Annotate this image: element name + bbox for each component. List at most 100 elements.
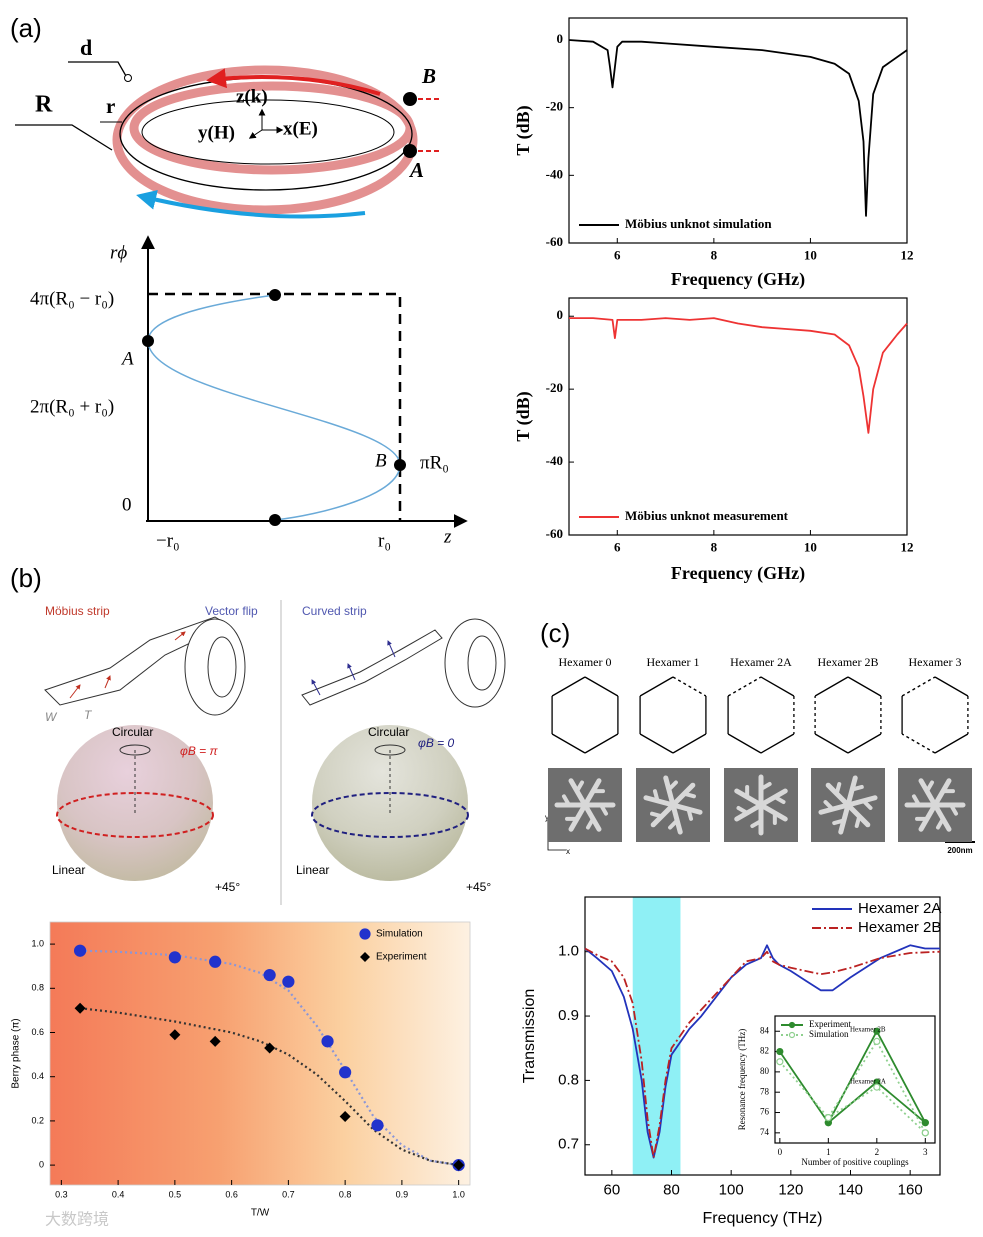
marker [921,1119,929,1127]
vector [69,684,81,699]
equator [56,792,214,838]
marker [873,1083,881,1091]
label: φB = 0 [418,736,455,750]
hexamer-title: Hexamer 0 [559,655,612,669]
branch [832,818,846,826]
x-tick-label: 0.7 [282,1189,295,1199]
x-tick-label: 8 [711,248,718,263]
x-tick-label: 60 [604,1181,621,1198]
watermark: 大数跨境 [45,1210,109,1229]
label: Möbius strip [45,604,110,618]
label: φB = π [180,744,219,758]
label: +45° [215,880,240,894]
hexagon-side [847,733,882,754]
y-tick-label: -20 [546,99,563,114]
legend-label: Experiment [809,1019,851,1029]
highlight-band [632,897,681,1175]
sphere [57,725,213,881]
hexagon-side [639,676,674,697]
y-tick-label: 0.9 [558,1007,579,1024]
y-axis-label: T (dB) [513,105,534,155]
label: rϕ [110,242,127,263]
label: r₀ [378,530,391,551]
series-line [584,947,941,1159]
hexamer-title: Hexamer 2A [730,655,792,669]
hexagon-side [551,676,586,697]
legend-label: Möbius unknot simulation [625,216,772,231]
branch [823,800,835,812]
axis-arrow [248,129,263,139]
ring [129,81,415,175]
ring [207,636,237,698]
branch [925,780,934,794]
y-tick-label: 0 [39,1159,44,1169]
x-tick-label: 6 [614,540,621,555]
panel-label: (b) [10,563,42,593]
marker [339,1066,352,1079]
plot-background [569,298,907,535]
axis-label: x [566,847,570,856]
label: y(H) [198,122,235,143]
y-tick-label: 74 [760,1127,770,1137]
arrow [206,68,381,96]
label: 4π(R₀ − r₀) [30,288,114,309]
hexagon-side [901,676,936,697]
hexagon-side [672,676,707,697]
legend-label: Hexamer 2A [858,900,941,917]
label: W [45,710,58,724]
x-tick-label: 0.4 [112,1189,125,1199]
hexagon-side [847,676,882,697]
hexamer-title: Hexamer 2B [818,655,879,669]
hexagon-side [934,676,969,697]
y-tick-label: -60 [546,234,563,249]
marker [339,1110,351,1122]
series-line [584,944,940,1159]
hexagon-side [639,733,674,754]
x-tick-label: 0.8 [339,1189,352,1199]
branch [736,806,750,815]
label: +45° [466,880,491,894]
marker [359,928,371,940]
plot-frame [584,896,941,1176]
x-tick-label: 6 [614,248,621,263]
marker [360,952,370,962]
branch [936,816,945,830]
hexamer-diagram: y x 200nm Hexamer 0 Hexamer 1 Hexamer 2A He… [545,655,975,856]
label: R [35,92,53,118]
branch [750,819,763,828]
branch [949,803,958,816]
branch [686,807,694,821]
x-tick-label: 140 [838,1181,863,1198]
branch [912,794,921,807]
plot-frame [568,17,908,244]
label: x(E) [283,118,318,139]
marker [776,1047,784,1056]
label: Circular [112,725,153,739]
x-tick-label: 0 [778,1147,783,1157]
ring [467,635,497,691]
label: A [120,348,134,369]
branch [650,811,664,819]
y-tick-label: 0.7 [558,1136,579,1153]
label: A [408,158,424,182]
legend-label: Simulation [809,1029,849,1039]
branch [586,816,595,830]
series-line [79,1007,459,1167]
label: Circular [368,725,409,739]
guide [148,292,402,521]
x-tick-label: 1.0 [452,1189,465,1199]
hexagon-side [584,676,619,697]
label: Vector flip [205,604,258,618]
branch [759,782,772,791]
branch [861,798,873,810]
vector [387,640,396,658]
marker [168,951,181,964]
scale-label: 200nm [947,846,972,855]
y-tick-label: 84 [760,1025,770,1035]
marker [264,1042,276,1054]
y-tick-label: 1.0 [558,943,579,960]
hexamer-title: Hexamer 3 [909,655,962,669]
marker [74,1002,86,1014]
panel-label: (c) [540,618,570,648]
